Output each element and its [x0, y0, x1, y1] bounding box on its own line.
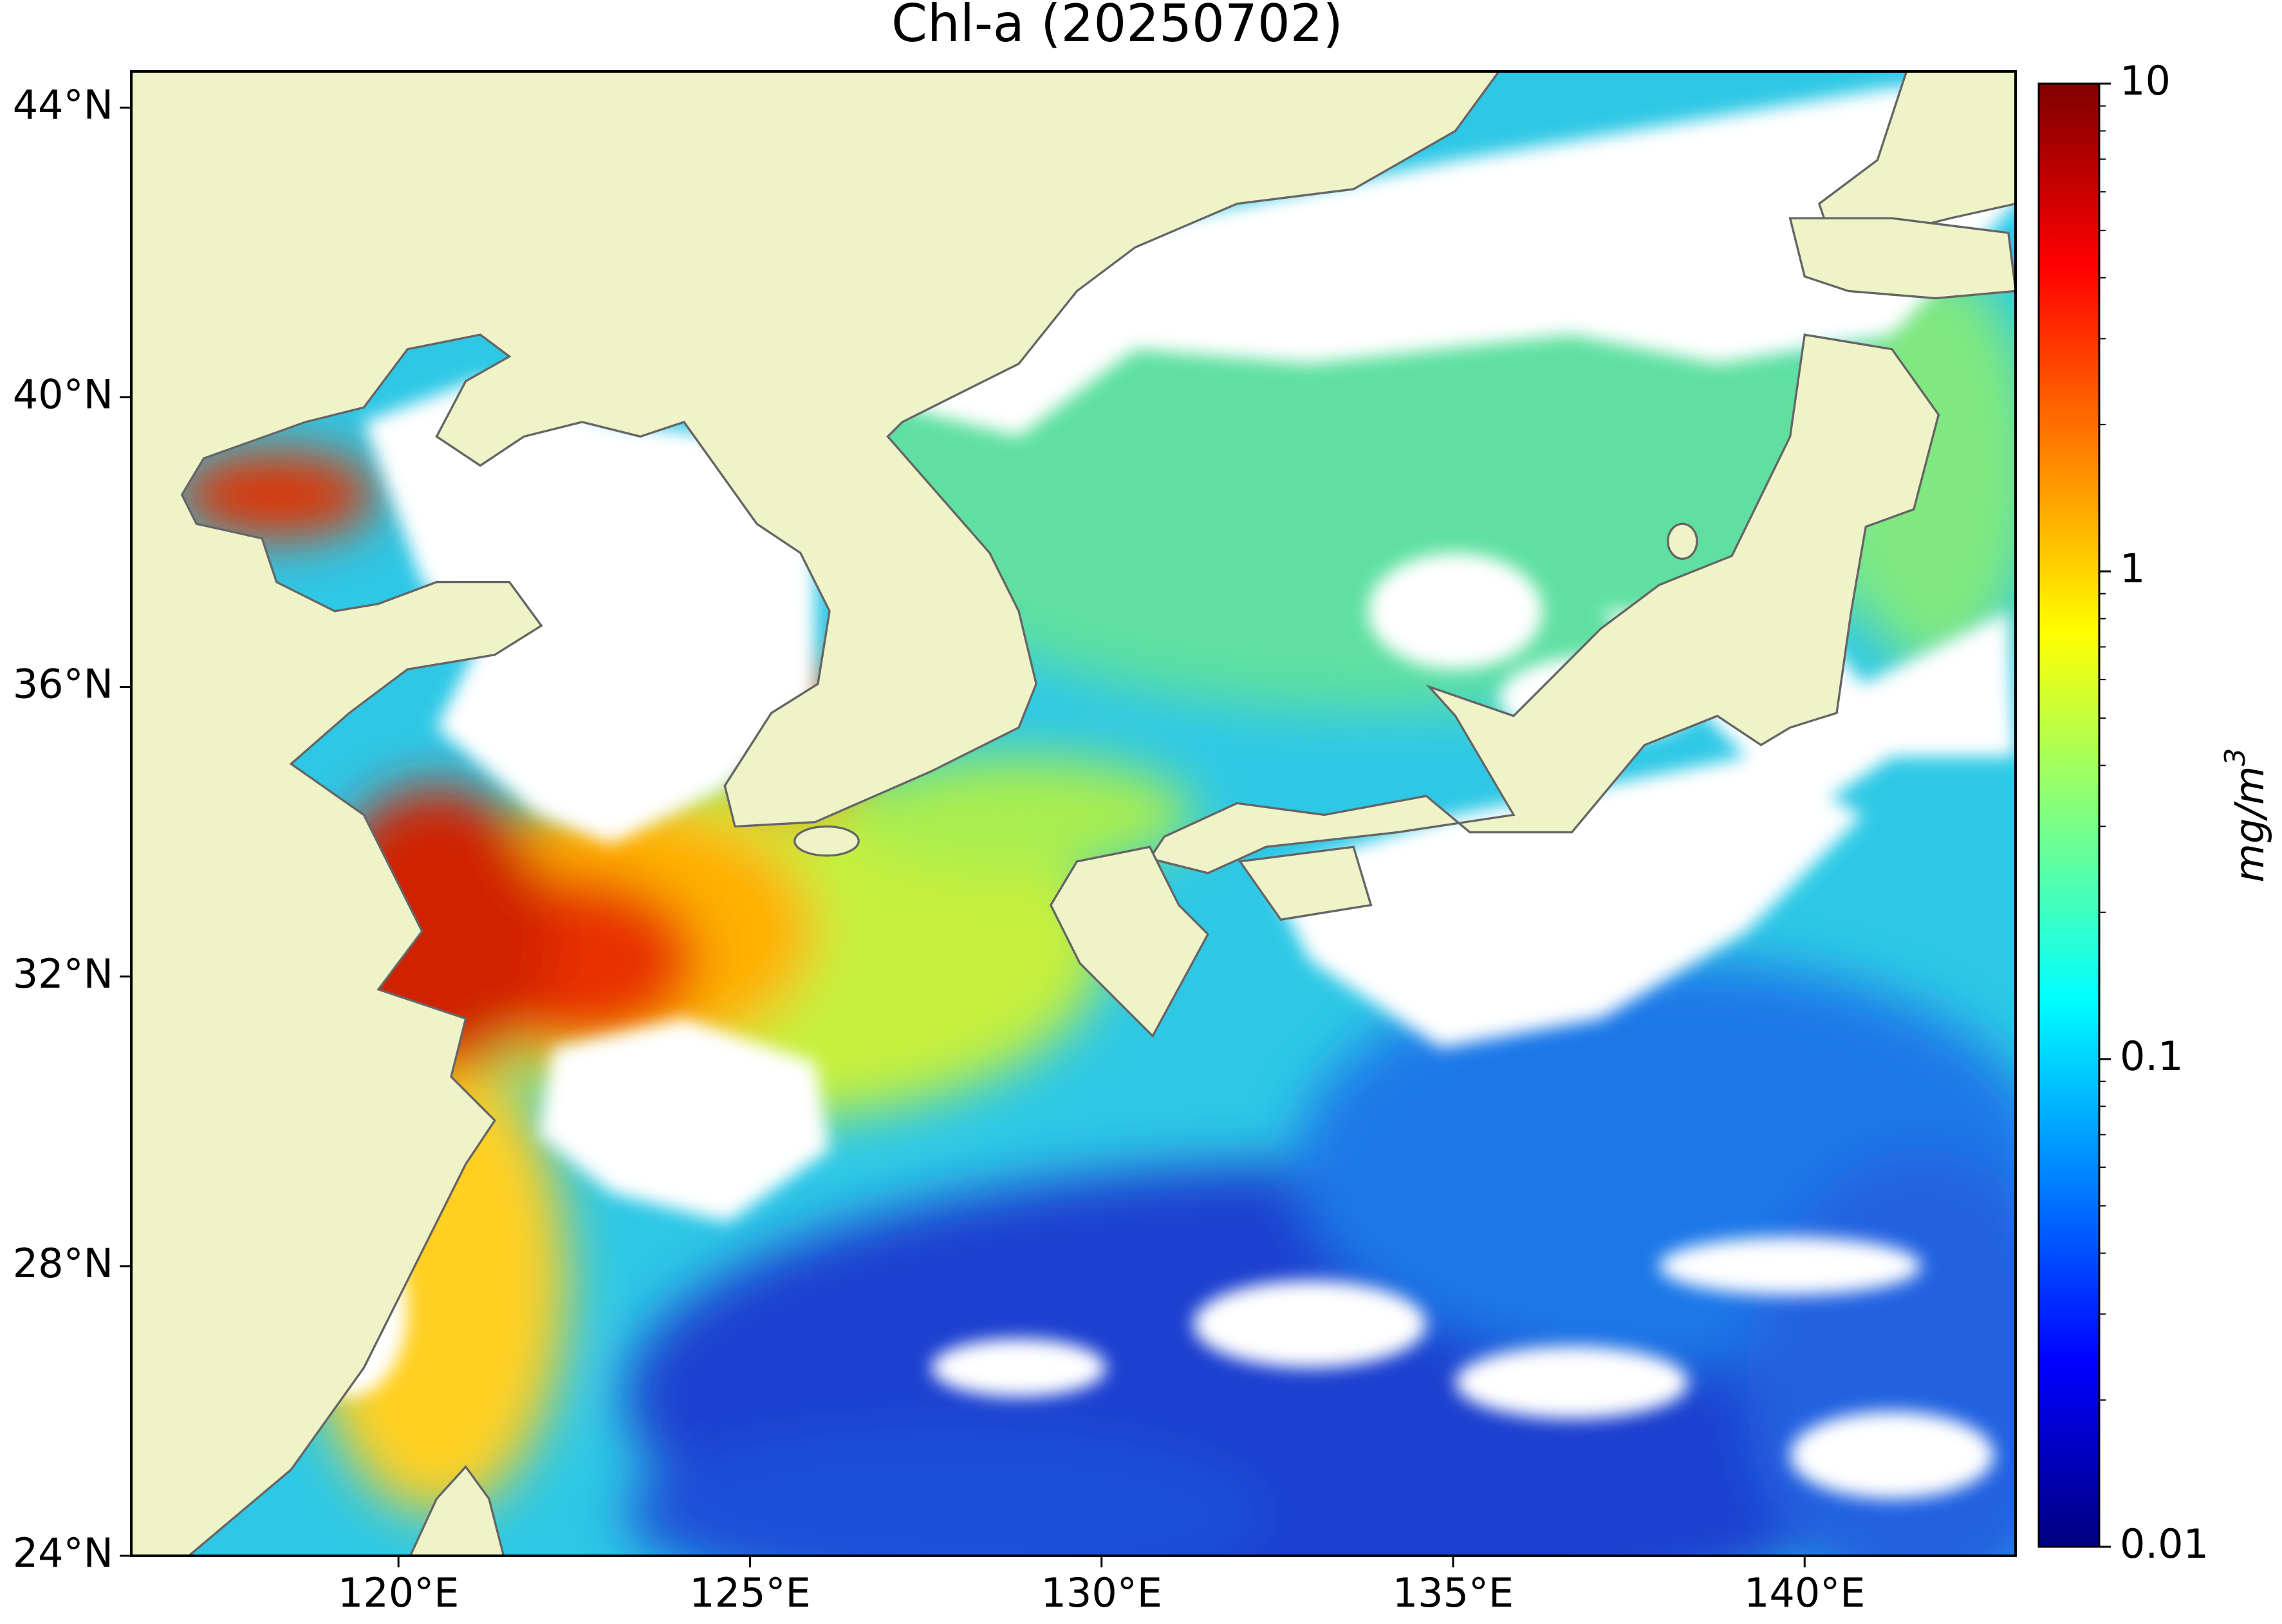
colorbar-tick-label: 10 [2120, 57, 2171, 104]
colorbar-label-base: mg/m [2226, 766, 2273, 882]
colorbar-tick-label: 0.01 [2120, 1520, 2209, 1567]
x-tick-label: 130°E [1041, 1569, 1162, 1616]
x-tick-label: 140°E [1744, 1569, 1866, 1616]
y-tick-label: 40°N [13, 371, 113, 418]
colorbar-tick-label: 0.1 [2120, 1033, 2184, 1080]
map-art [131, 71, 2016, 1556]
colorbar-label: mg/m3 [2219, 748, 2273, 882]
x-tick-label: 120°E [338, 1569, 459, 1616]
y-tick-label: 28°N [13, 1240, 113, 1287]
map-frame [130, 70, 2017, 1557]
y-tick-label: 32°N [13, 950, 113, 997]
y-tick-label: 24°N [13, 1529, 113, 1576]
x-tick-label: 135°E [1393, 1569, 1514, 1616]
y-tick-label: 44°N [13, 81, 113, 128]
y-tick-label: 36°N [13, 661, 113, 708]
chart-title: Chl-a (20250702) [891, 0, 1343, 53]
colorbar [2039, 84, 2099, 1547]
colorbar-label-exponent: 3 [2219, 748, 2252, 766]
colorbar-frame [2037, 82, 2101, 1548]
x-tick-label: 125°E [689, 1569, 811, 1616]
colorbar-tick-label: 1 [2120, 545, 2145, 592]
